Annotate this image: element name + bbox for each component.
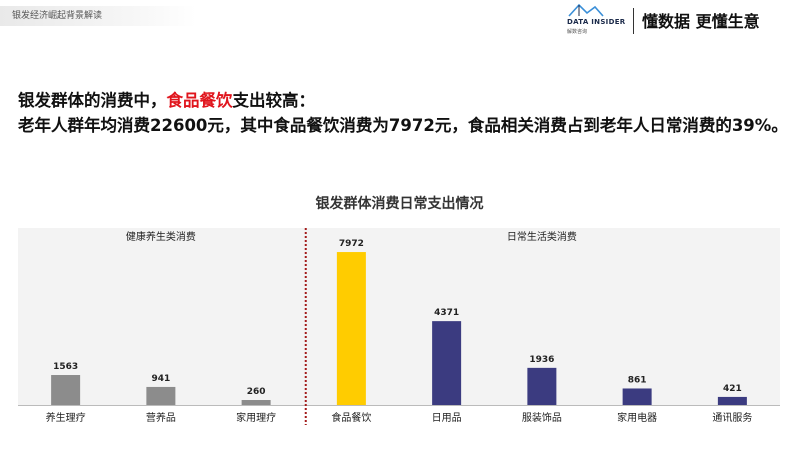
category-label: 营养品: [146, 411, 176, 424]
section-label: 日常生活类消费: [507, 230, 577, 243]
headline-suffix: 支出较高：: [232, 91, 316, 110]
headline-line1: 银发群体的消费中，食品餐饮支出较高：: [18, 88, 788, 113]
data-label: 4371: [434, 308, 459, 318]
section-label: 健康养生类消费: [126, 230, 196, 243]
logo-subtext: 解数咨询: [567, 29, 588, 35]
category-label: 服装饰品: [522, 411, 562, 424]
bar: [146, 386, 176, 405]
headline-prefix: 银发群体的消费中，: [18, 91, 167, 110]
section-tab[interactable]: 银发经济崛起背景解读: [0, 6, 196, 26]
chart-title: 银发群体消费日常支出情况: [315, 196, 484, 212]
data-insider-logo: DATA INSIDER 解数咨询: [565, 2, 627, 38]
headline: 银发群体的消费中，食品餐饮支出较高： 老年人群年均消费22600元，其中食品餐饮…: [18, 88, 788, 138]
headline-highlight: 食品餐饮: [166, 91, 233, 110]
category-label: 食品餐饮: [331, 411, 371, 424]
category-label: 通讯服务: [712, 411, 752, 424]
data-label: 1563: [53, 362, 78, 372]
bar: [51, 375, 81, 405]
bar: [622, 388, 652, 405]
category-label: 家用理疗: [236, 411, 276, 424]
data-label: 260: [247, 387, 266, 397]
bar: [717, 396, 747, 405]
header-divider: [633, 8, 634, 34]
data-label: 941: [151, 374, 170, 384]
plot-background: [18, 228, 780, 405]
bar: [527, 367, 557, 405]
category-label: 家用电器: [617, 411, 657, 424]
category-label: 日用品: [432, 412, 462, 424]
data-label: 7972: [339, 239, 364, 249]
logo-mark-icon: [568, 3, 604, 17]
bar: [241, 400, 271, 405]
headline-line2: 老年人群年均消费22600元，其中食品餐饮消费为7972元，食品相关消费占到老年…: [18, 116, 788, 135]
logo-brand: DATA INSIDER: [567, 18, 626, 26]
data-label: 421: [723, 384, 742, 394]
bar: [432, 321, 462, 405]
bar: [336, 252, 366, 405]
slogan: 懂数据 更懂生意: [642, 12, 760, 31]
data-label: 861: [628, 375, 647, 385]
data-label: 1936: [529, 355, 554, 365]
top-bar: 银发经济崛起背景解读 DATA INSIDER 解数咨询 懂数据 更懂生意: [0, 0, 799, 44]
category-label: 养生理疗: [46, 411, 86, 424]
